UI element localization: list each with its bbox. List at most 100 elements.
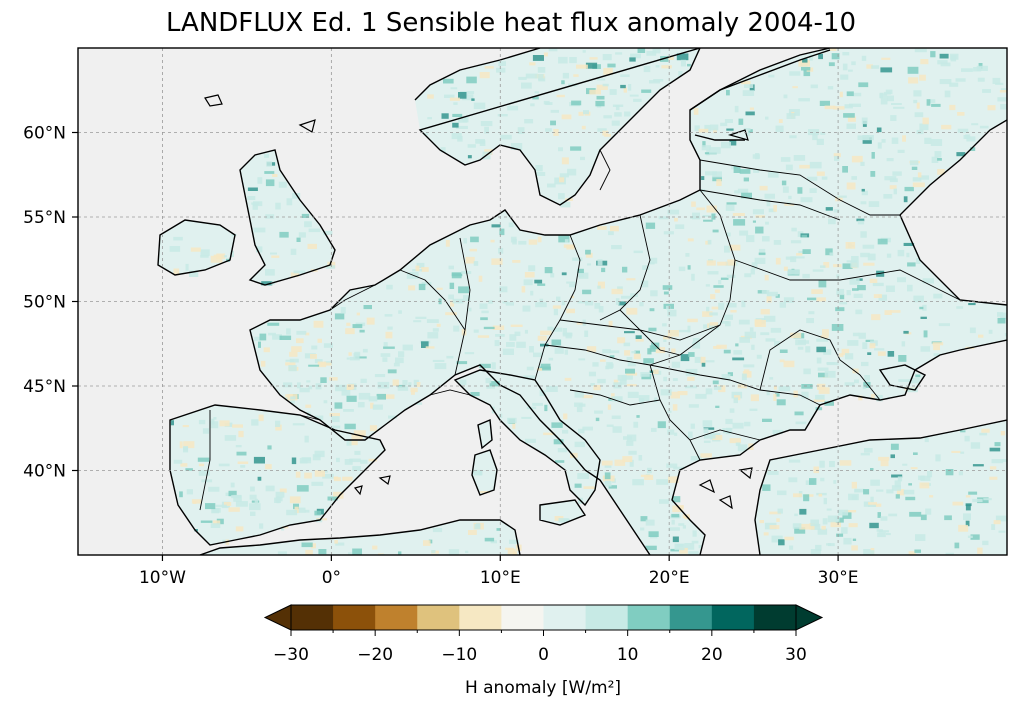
anomaly-cell (499, 228, 505, 236)
anomaly-cell (735, 442, 741, 446)
latitude-axis: 60°N 55°N 50°N 45°N 40°N (23, 124, 78, 482)
anomaly-cell (509, 539, 519, 544)
anomaly-cell (286, 509, 298, 516)
map-title: LANDFLUX Ed. 1 Sensible heat flux anomal… (165, 8, 857, 38)
anomaly-cell (831, 53, 840, 60)
anomaly-cell (344, 423, 356, 430)
anomaly-cell (385, 394, 395, 399)
anomaly-cell (846, 290, 851, 296)
anomaly-cell (971, 123, 979, 126)
anomaly-cell (819, 460, 825, 468)
anomaly-cell (622, 266, 628, 273)
anomaly-cell (752, 209, 764, 215)
anomaly-cell (671, 519, 675, 525)
anomaly-cell (783, 94, 788, 99)
colorbar-tick-label: 20 (701, 645, 723, 665)
anomaly-cell (749, 327, 754, 332)
anomaly-cell (718, 280, 722, 285)
map-panel[interactable] (77, 47, 1012, 560)
anomaly-cell (797, 346, 804, 350)
anomaly-cell (626, 307, 638, 315)
anomaly-cell (778, 539, 785, 546)
anomaly-cell (756, 354, 762, 359)
anomaly-cell (713, 386, 722, 390)
anomaly-cell (620, 74, 630, 77)
anomaly-cell (607, 63, 616, 68)
anomaly-cell (638, 455, 643, 461)
anomaly-cell (973, 67, 982, 72)
anomaly-cell (362, 348, 368, 353)
anomaly-cell (800, 197, 813, 203)
anomaly-cell (625, 372, 638, 376)
anomaly-cell (550, 273, 555, 278)
anomaly-cell (480, 491, 491, 494)
anomaly-cell (314, 470, 325, 477)
anomaly-cell (687, 376, 695, 381)
anomaly-cell (701, 145, 711, 151)
anomaly-cell (271, 255, 280, 258)
anomaly-cell (767, 471, 779, 475)
anomaly-cell (623, 342, 631, 347)
anomaly-cell (834, 516, 840, 522)
anomaly-cell (868, 502, 877, 506)
anomaly-cell (538, 74, 544, 81)
anomaly-cell (558, 193, 565, 200)
anomaly-cell (516, 341, 526, 348)
anomaly-cell (1000, 312, 1007, 320)
anomaly-cell (737, 444, 748, 452)
anomaly-cell (521, 416, 532, 419)
anomaly-cell (440, 147, 446, 153)
anomaly-cell (661, 65, 672, 69)
coastline-great-britain (239, 149, 336, 286)
anomaly-cell (739, 337, 750, 343)
anomaly-cell (354, 450, 361, 455)
anomaly-cell (286, 328, 291, 335)
anomaly-cell (851, 256, 859, 261)
anomaly-cell (627, 391, 639, 398)
anomaly-cell (200, 249, 210, 256)
anomaly-cell (890, 115, 897, 121)
anomaly-cell (855, 309, 863, 315)
anomaly-cell (666, 305, 671, 310)
anomaly-cell (688, 551, 699, 555)
anomaly-cell (924, 137, 932, 144)
anomaly-cell (816, 297, 826, 302)
anomaly-cell (741, 373, 747, 381)
anomaly-cell (790, 332, 802, 339)
anomaly-cell (726, 274, 736, 278)
anomaly-cell (169, 246, 181, 252)
anomaly-cell (223, 502, 232, 506)
anomaly-cell (558, 147, 563, 152)
anomaly-cell (590, 383, 595, 386)
anomaly-cell (608, 231, 614, 236)
anomaly-cell (335, 542, 345, 546)
anomaly-cell (931, 103, 941, 107)
anomaly-cell (688, 352, 695, 357)
anomaly-cell (496, 67, 506, 73)
anomaly-cell (292, 193, 301, 199)
colorbar-segment (711, 605, 755, 630)
anomaly-cell (750, 268, 755, 275)
anomaly-cell (577, 274, 584, 278)
anomaly-cell (555, 460, 565, 463)
anomaly-cell (377, 381, 390, 389)
anomaly-cell (768, 74, 775, 78)
anomaly-cell (307, 243, 317, 249)
anomaly-cell (872, 282, 884, 287)
anomaly-cell (755, 226, 764, 234)
anomaly-cell (533, 352, 543, 358)
anomaly-cell (594, 302, 601, 309)
anomaly-cell (970, 534, 980, 540)
anomaly-cell (372, 404, 383, 410)
anomaly-cell (423, 133, 429, 136)
anomaly-cell (742, 371, 752, 378)
anomaly-cell (720, 277, 729, 280)
anomaly-cell (745, 111, 755, 116)
lon-tick-label: 0° (322, 568, 341, 588)
anomaly-cell (432, 328, 439, 332)
anomaly-cell (356, 312, 360, 316)
anomaly-cell (634, 350, 640, 354)
anomaly-cell (920, 514, 927, 521)
anomaly-cell (739, 230, 749, 236)
anomaly-cell (844, 382, 855, 386)
